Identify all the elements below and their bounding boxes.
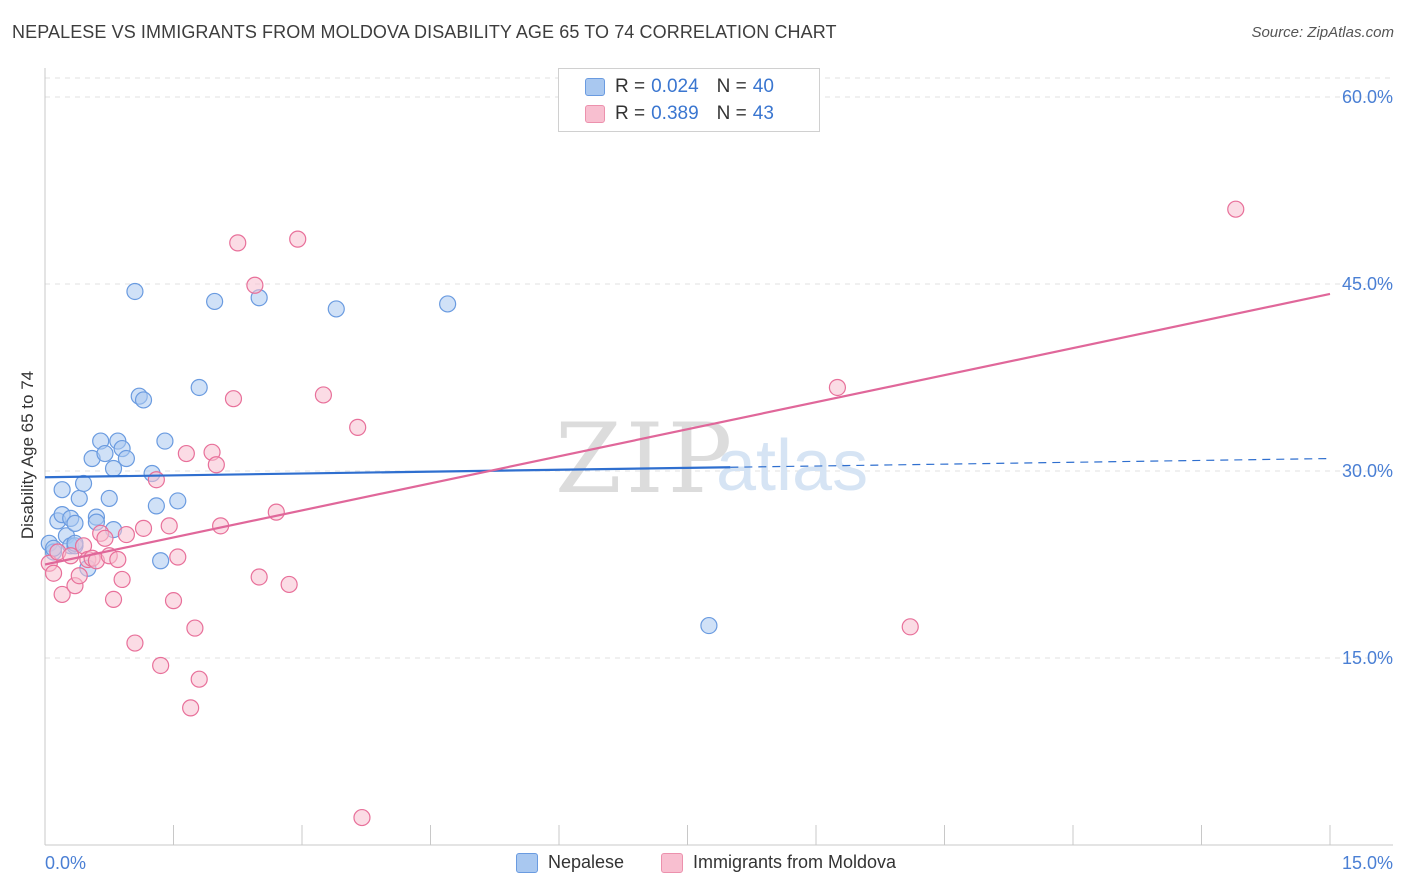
moldova-point <box>152 656 170 675</box>
chart-title: NEPALESE VS IMMIGRANTS FROM MOLDOVA DISA… <box>12 22 837 42</box>
moldova-point <box>207 456 225 474</box>
moldova-point <box>250 568 268 586</box>
moldova-point <box>109 550 127 569</box>
y-tick-label: 45.0% <box>1342 274 1393 294</box>
moldova-point <box>96 529 114 547</box>
series-label-nepalese: Nepalese <box>548 852 625 872</box>
nepalese-point <box>439 295 457 313</box>
nepalese-point <box>100 489 118 508</box>
legend-swatch-moldova <box>585 105 605 123</box>
moldova-point <box>190 670 208 688</box>
nepalese-point <box>327 300 345 318</box>
moldova-point <box>1227 200 1245 218</box>
watermark-zip: ZIP <box>555 403 736 515</box>
moldova-point <box>117 525 135 544</box>
legend-r-value: 0.024 <box>651 76 699 97</box>
moldova-point <box>164 592 183 610</box>
nepalese-point <box>169 492 187 510</box>
nepalese-trend-line <box>44 466 731 479</box>
stats-legend: R = 0.024 N = 40 R = 0.389 N = 43 <box>558 68 820 132</box>
y-tick-label: 60.0% <box>1342 87 1393 107</box>
series-legend-moldova: Immigrants from Moldova <box>661 852 896 873</box>
moldova-point <box>177 444 195 463</box>
nepalese-point <box>70 489 88 508</box>
moldova-point <box>147 471 165 489</box>
nepalese-point <box>156 432 174 450</box>
moldova-point <box>280 575 298 594</box>
axes <box>44 68 1393 846</box>
legend-swatch-nepalese <box>585 78 605 96</box>
moldova-point <box>224 390 243 408</box>
x-tick-label: 15.0% <box>1342 853 1393 873</box>
moldova-point <box>169 548 187 566</box>
moldova-trend-line <box>44 292 1331 566</box>
legend-r-label: R = <box>615 76 646 97</box>
nepalese-trend-extension <box>730 457 1331 468</box>
data-points <box>40 200 1245 827</box>
moldova-point <box>53 585 71 604</box>
nepalese-point <box>700 616 718 635</box>
tick-labels: 15.0% 30.0% 45.0% 60.0% 0.0% 15.0% <box>45 87 1393 873</box>
legend-n-value: 40 <box>752 76 774 97</box>
legend-n-label: N = <box>716 76 747 97</box>
moldova-point <box>289 230 307 248</box>
moldova-point <box>901 618 919 636</box>
legend-r-value: 0.389 <box>651 103 699 124</box>
moldova-point <box>113 570 131 589</box>
nepalese-point <box>152 552 170 570</box>
legend-n-value: 43 <box>752 103 774 124</box>
legend-row-moldova: R = 0.389 N = 43 <box>585 102 774 126</box>
nepalese-point <box>74 474 93 493</box>
nepalese-point <box>66 514 84 532</box>
nepalese-point <box>147 497 165 515</box>
moldova-point <box>828 378 847 397</box>
nepalese-point <box>206 292 224 311</box>
moldova-point <box>160 517 178 535</box>
moldova-point <box>246 276 264 294</box>
y-tick-label: 30.0% <box>1342 461 1393 481</box>
moldova-point <box>44 564 63 582</box>
moldova-point <box>134 519 153 537</box>
nepalese-point <box>126 282 144 301</box>
series-legend: Nepalese Immigrants from Moldova <box>0 852 1406 878</box>
nepalese-point <box>117 449 135 468</box>
legend-r-label: R = <box>615 103 646 124</box>
legend-row-nepalese: R = 0.024 N = 40 <box>585 75 774 99</box>
moldova-point <box>349 418 367 436</box>
y-tick-label: 15.0% <box>1342 648 1393 668</box>
moldova-point <box>353 808 371 827</box>
watermark: ZIP atlas <box>555 403 868 515</box>
grid-lines <box>45 77 1393 659</box>
moldova-point <box>182 699 200 717</box>
series-swatch-nepalese <box>516 852 538 873</box>
trend-lines <box>44 292 1331 566</box>
series-legend-nepalese: Nepalese <box>516 852 624 873</box>
moldova-point <box>186 619 204 637</box>
legend-n-label: N = <box>716 103 747 124</box>
moldova-point <box>314 386 333 404</box>
nepalese-point <box>134 391 153 409</box>
moldova-point <box>126 634 144 652</box>
moldova-point <box>70 567 88 585</box>
source-credit: Source: ZipAtlas.com <box>1251 24 1394 41</box>
x-tick-label: 0.0% <box>45 853 86 873</box>
nepalese-point <box>53 481 71 499</box>
y-axis-label: Disability Age 65 to 74 <box>18 371 37 539</box>
series-swatch-moldova <box>661 852 683 873</box>
moldova-point <box>104 590 123 609</box>
series-label-moldova: Immigrants from Moldova <box>693 852 897 872</box>
moldova-point <box>229 234 247 252</box>
nepalese-point <box>190 378 208 397</box>
nepalese-point <box>96 444 114 463</box>
